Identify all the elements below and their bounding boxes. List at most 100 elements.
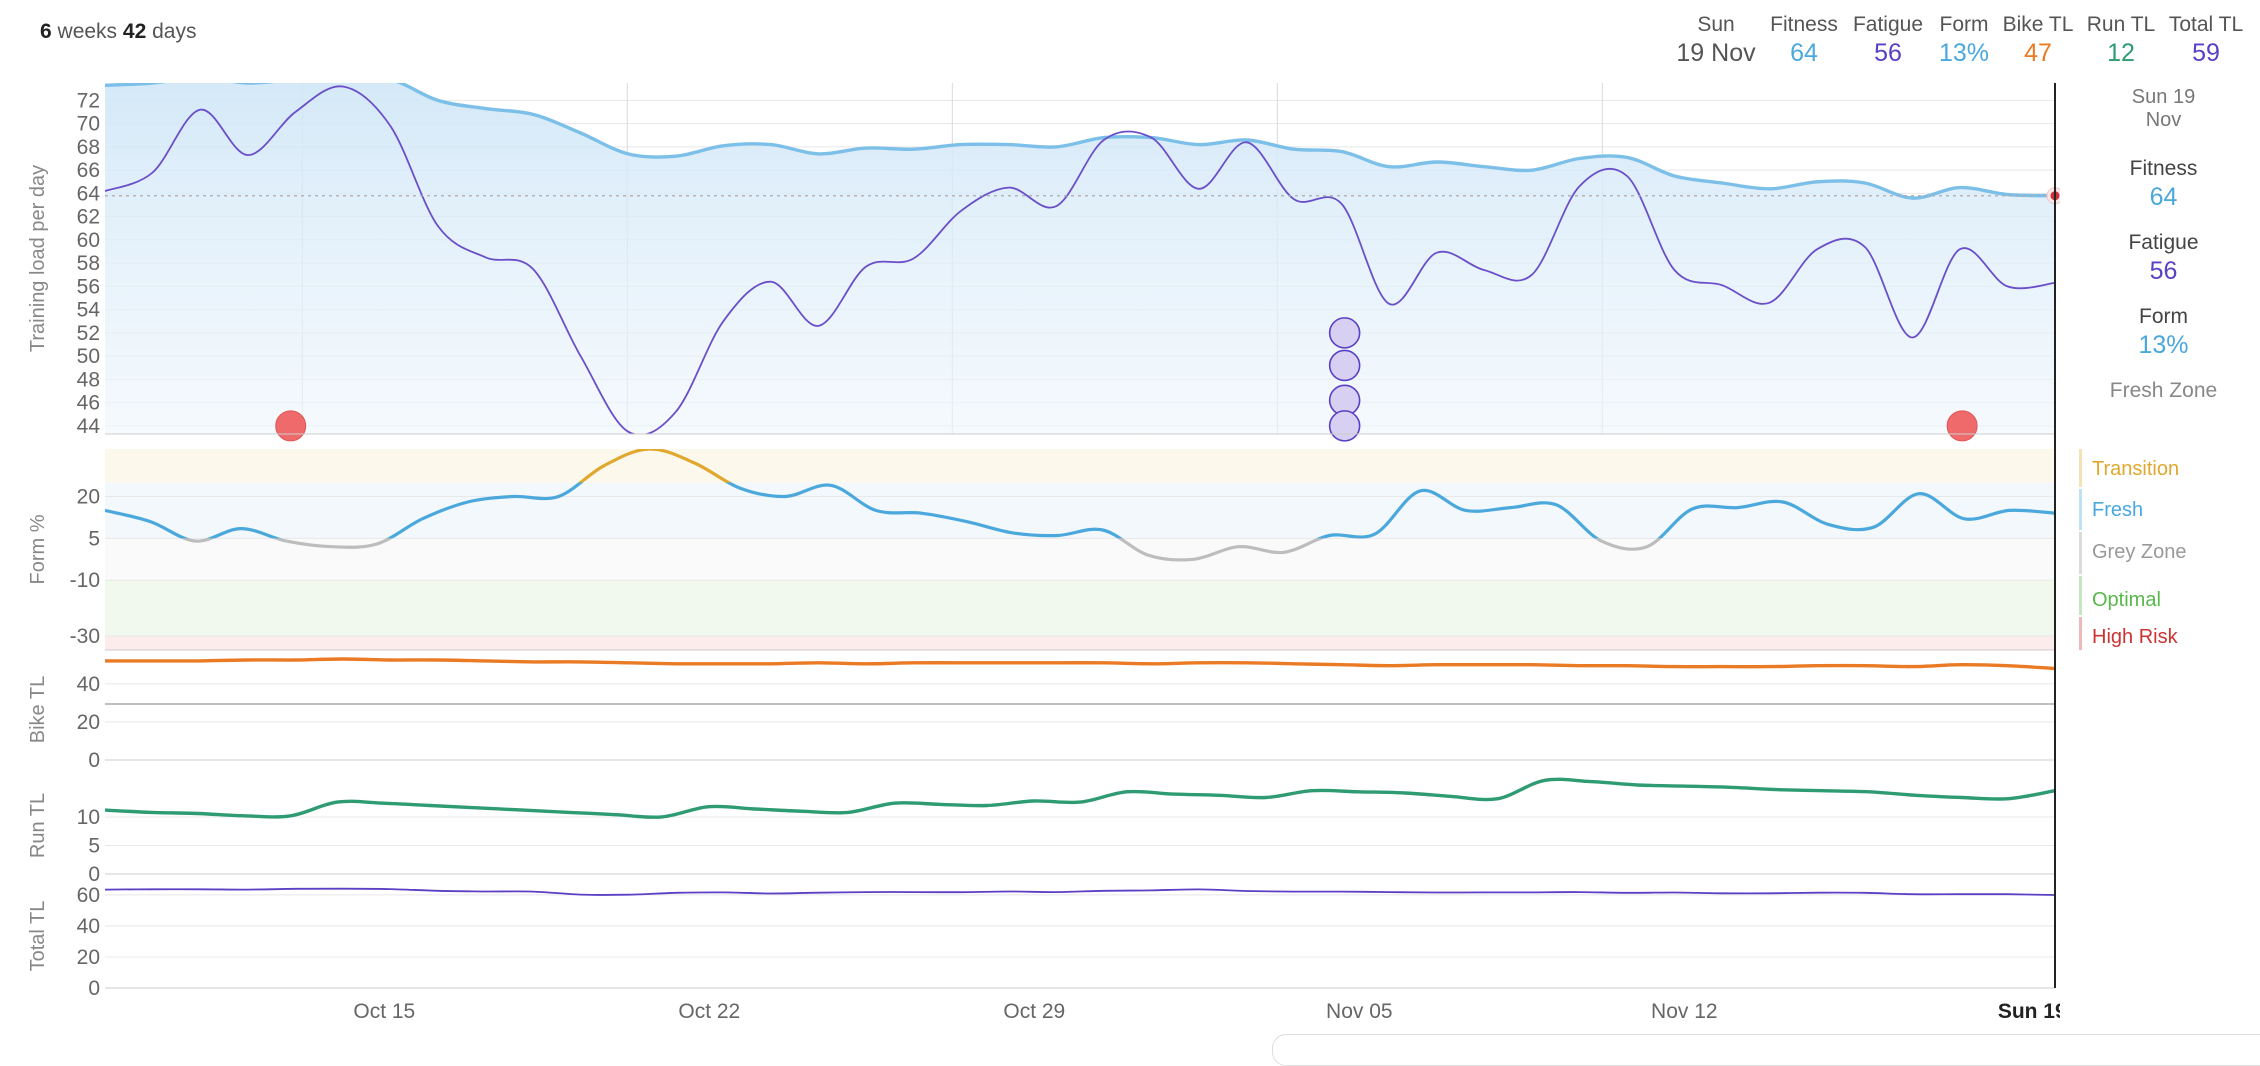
x-end-label: Sun 19 Nov [1998, 1000, 2060, 1023]
y-axis-title: Bike TL [27, 676, 49, 743]
sidebar-zone: Fresh Zone [2056, 378, 2260, 404]
sidebar-form-label: Form [2139, 305, 2188, 328]
fitness-area [105, 83, 2055, 434]
sidebar-form-value: 13% [2138, 331, 2189, 359]
zone-bar [2079, 449, 2082, 487]
y-tick-label: 0 [88, 977, 100, 1000]
header-stat-run-tl: Run TL 12 [2061, 12, 2181, 68]
zone-label-fresh: Fresh [2092, 499, 2144, 521]
header-stat-fitness: Fitness 64 [1744, 12, 1864, 68]
y-tick-label: 52 [77, 322, 100, 345]
header-stat-label: Fitness [1770, 13, 1838, 36]
panel-bike: 40 20 0 Bike TL [27, 657, 2056, 772]
sidebar-fitness-value: 64 [2149, 183, 2178, 211]
zone-bar [2079, 532, 2082, 574]
y-tick-label: 5 [88, 834, 100, 857]
y-tick-label: 72 [77, 89, 100, 112]
panel-form: 20 5 -10 -30 Form % [27, 449, 2055, 651]
header-stat-fatigue: Fatigue 56 [1828, 12, 1948, 68]
x-tick-label: Oct 15 [353, 1000, 415, 1023]
y-tick-label: 5 [88, 527, 100, 550]
x-tick-label: Oct 29 [1003, 1000, 1065, 1023]
header-stat-value: 12 [2107, 39, 2135, 67]
y-tick-label: 56 [77, 275, 100, 298]
y-tick-label: 40 [77, 915, 100, 938]
y-axis-title: Total TL [27, 901, 49, 972]
x-tick-label: Oct 22 [678, 1000, 740, 1023]
sidebar-zone-label: Fresh Zone [2109, 379, 2218, 402]
header-stat-label: Total TL [2168, 13, 2244, 36]
header-stat-total-tl: Total TL 59 [2146, 12, 2260, 68]
range-weeks: 6 [40, 20, 52, 43]
series-line-total-tl [104, 887, 2056, 896]
form-zone-band [105, 449, 2055, 483]
y-tick-label: 66 [77, 159, 100, 182]
event-marker-purple [1328, 317, 1361, 349]
sidebar-fatigue: Fatigue 56 [2056, 230, 2260, 286]
header-stat-form: Form 13% [1904, 12, 2024, 68]
y-tick-label: 48 [77, 368, 100, 391]
sidebar-date: Sun 19 Nov [2056, 86, 2260, 132]
zone-label-high-risk: High Risk [2092, 626, 2178, 648]
header-stat-sun: Sun 19 Nov [1656, 12, 1776, 68]
header-stat-label: Sun [1697, 13, 1735, 36]
y-tick-label: -30 [70, 625, 100, 648]
zone-bar [2079, 576, 2082, 615]
sidebar-date-line1: Sun 19 [2131, 86, 2196, 108]
series-line-fitness [105, 83, 2055, 200]
y-tick-label: 0 [88, 863, 100, 886]
event-marker-red [275, 410, 307, 442]
range-weeks-unit: weeks [57, 20, 118, 43]
y-tick-label: 20 [77, 946, 100, 969]
header-stat-value: 59 [2192, 39, 2220, 67]
y-axis-title: Run TL [27, 793, 49, 858]
range-days: 42 [122, 20, 147, 43]
form-zone-band [105, 636, 2055, 650]
sidebar-fitness-label: Fitness [2129, 157, 2198, 180]
y-tick-label: 54 [77, 299, 101, 322]
x-tick-label: Nov 12 [1651, 1000, 1718, 1023]
series-line-fatigue [105, 85, 2055, 434]
zone-bar [2079, 617, 2082, 650]
zone-label-transition: Transition [2092, 458, 2180, 480]
header-stat-label: Fatigue [1852, 13, 1924, 36]
header-stat-value: 56 [1874, 39, 1902, 67]
range-days-unit: days [152, 20, 197, 43]
form-zone-band [105, 580, 2055, 637]
y-axis-title: Training load per day [27, 165, 49, 352]
y-tick-label: 68 [77, 136, 100, 159]
header-stat-label: Form [1939, 13, 1989, 36]
y-tick-label: 0 [88, 749, 100, 772]
zone-label-optimal: Optimal [2092, 589, 2161, 611]
panel-run: 10 5 0 Run TL [27, 777, 2056, 886]
zone-label-grey-zone: Grey Zone [2092, 541, 2187, 563]
x-tick-label: Nov 05 [1326, 1000, 1393, 1023]
sidebar-fitness: Fitness 64 [2056, 156, 2260, 212]
series-line-bike-tl [104, 657, 2056, 671]
form-zone-band [105, 538, 2055, 581]
sidebar-date-line2: Nov [2145, 109, 2182, 131]
y-tick-label: 46 [77, 392, 100, 415]
zone-bar [2079, 489, 2082, 530]
y-tick-label: 60 [77, 229, 100, 252]
header-stat-value: 19 Nov [1676, 39, 1756, 67]
range-summary: 6 weeks 42 days [40, 20, 196, 44]
y-tick-label: 58 [77, 252, 100, 275]
sidebar-fatigue-label: Fatigue [2128, 231, 2199, 254]
header-stat-value: 47 [2024, 39, 2052, 67]
y-tick-label: 60 [77, 884, 100, 907]
y-axis-title: Form % [27, 514, 49, 584]
event-marker-purple [1328, 349, 1361, 382]
header-stat-bike-tl: Bike TL 47 [1978, 12, 2098, 68]
bottom-panel-edge [1272, 1034, 2260, 1066]
sidebar-fatigue-value: 56 [2149, 257, 2178, 285]
event-marker-red [1946, 410, 1978, 442]
y-tick-label: 64 [77, 182, 101, 205]
form-zone-band [105, 482, 2055, 539]
y-tick-label: 70 [77, 113, 100, 136]
y-tick-label: 20 [77, 485, 100, 508]
y-tick-label: 20 [77, 711, 100, 734]
panel-total: 60 40 20 0 Total TL [27, 884, 2056, 1000]
